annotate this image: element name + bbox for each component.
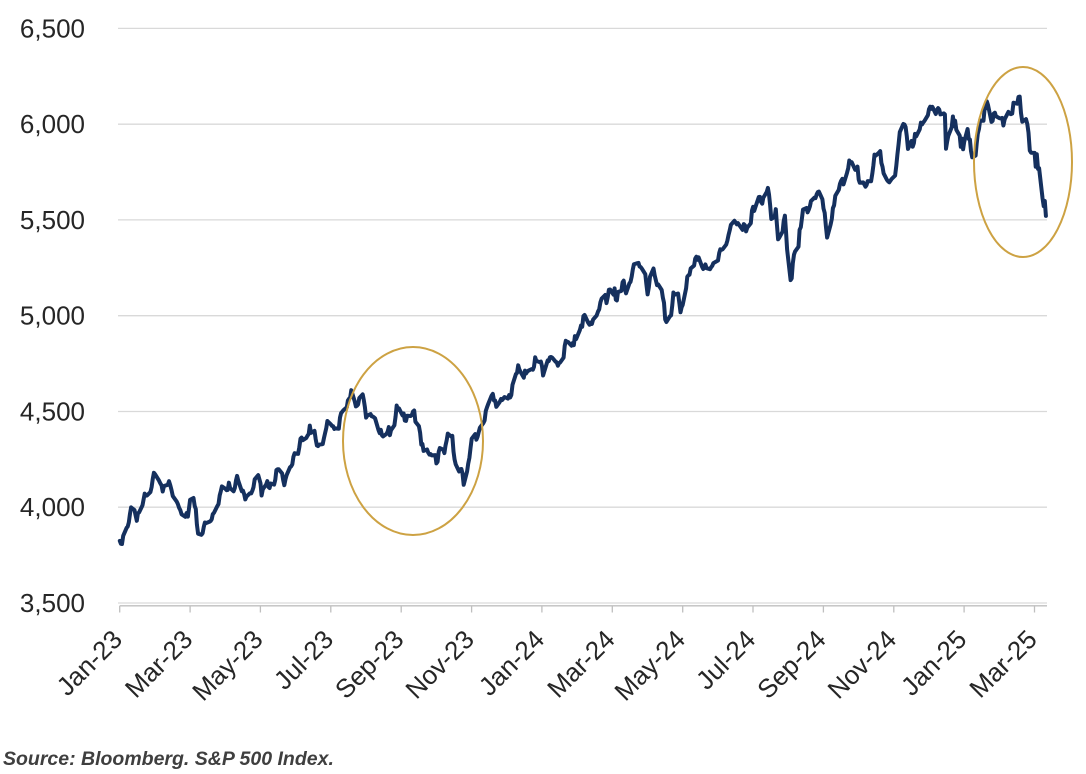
svg-text:Nov-24: Nov-24 xyxy=(822,624,902,704)
svg-text:5,000: 5,000 xyxy=(20,301,85,331)
svg-text:3,500: 3,500 xyxy=(20,588,85,618)
svg-text:May-24: May-24 xyxy=(608,624,691,707)
svg-text:Jan-24: Jan-24 xyxy=(473,624,550,701)
svg-text:Jan-25: Jan-25 xyxy=(895,624,972,701)
svg-text:5,500: 5,500 xyxy=(20,205,85,235)
svg-text:4,000: 4,000 xyxy=(20,492,85,522)
svg-text:Sep-24: Sep-24 xyxy=(751,624,831,704)
svg-text:Jul-24: Jul-24 xyxy=(690,624,761,695)
svg-text:6,000: 6,000 xyxy=(20,109,85,139)
svg-text:Sep-23: Sep-23 xyxy=(329,624,409,704)
svg-text:Jan-23: Jan-23 xyxy=(51,624,128,701)
svg-text:Mar-23: Mar-23 xyxy=(119,624,198,703)
svg-text:Mar-24: Mar-24 xyxy=(541,624,620,703)
svg-text:Mar-25: Mar-25 xyxy=(963,624,1042,703)
svg-text:4,500: 4,500 xyxy=(20,397,85,427)
svg-text:Jul-23: Jul-23 xyxy=(268,624,339,695)
svg-text:May-23: May-23 xyxy=(186,624,269,707)
svg-text:6,500: 6,500 xyxy=(20,13,85,43)
svg-text:Nov-23: Nov-23 xyxy=(399,624,479,704)
